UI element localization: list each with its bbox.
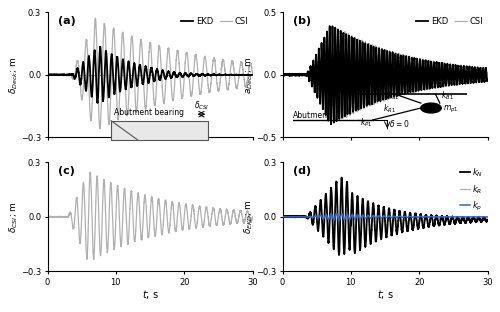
Text: $k_{a1}$: $k_{a1}$ xyxy=(388,90,400,102)
Y-axis label: $\delta_{Deck}$; m: $\delta_{Deck}$; m xyxy=(7,56,20,94)
X-axis label: $t$; s: $t$; s xyxy=(376,288,394,301)
Legend: EKD, CSI: EKD, CSI xyxy=(412,13,486,29)
Text: (c): (c) xyxy=(58,165,74,176)
Text: Abutment bearing: Abutment bearing xyxy=(114,109,184,117)
Text: $\delta = 0$: $\delta = 0$ xyxy=(388,118,409,129)
Legend: EKD, CSI: EKD, CSI xyxy=(178,13,252,29)
Y-axis label: $\delta_{EKD}$; m: $\delta_{EKD}$; m xyxy=(242,200,254,234)
Text: Deck: Deck xyxy=(344,84,362,93)
Text: (a): (a) xyxy=(58,16,76,26)
Y-axis label: $a_{Deck}$; m: $a_{Deck}$; m xyxy=(244,56,254,94)
Text: $k_{B1}$: $k_{B1}$ xyxy=(441,90,454,102)
Circle shape xyxy=(421,103,442,113)
Text: Abutment: Abutment xyxy=(292,111,331,120)
X-axis label: $t$; s: $t$; s xyxy=(142,288,158,301)
Text: (b): (b) xyxy=(293,16,311,26)
Text: (d): (d) xyxy=(293,165,311,176)
Text: $k_{R1}$: $k_{R1}$ xyxy=(383,103,396,115)
Legend: $k_N$, $k_R$, $k_p$: $k_N$, $k_R$, $k_p$ xyxy=(456,163,486,216)
Text: $k_{P1}$: $k_{P1}$ xyxy=(360,117,372,129)
FancyBboxPatch shape xyxy=(111,121,208,140)
Text: $\delta_{CSI}$: $\delta_{CSI}$ xyxy=(194,99,209,112)
Text: $m_{p1}$: $m_{p1}$ xyxy=(442,104,458,115)
Y-axis label: $\delta_{CSI}$; m: $\delta_{CSI}$; m xyxy=(7,201,20,233)
